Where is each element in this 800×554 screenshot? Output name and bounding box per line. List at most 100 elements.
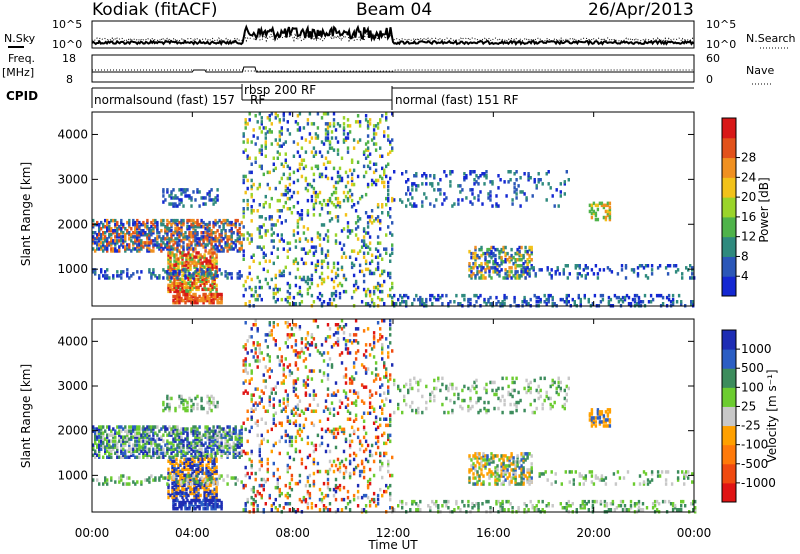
heatmap-cell [305,262,307,266]
heatmap-cell [192,474,194,478]
heatmap-cell [333,262,335,266]
heatmap-cell [475,379,477,383]
heatmap-cell [357,286,359,290]
heatmap-cell [176,480,178,484]
heatmap-cell [525,379,527,383]
heatmap-cell [259,203,261,207]
heatmap-cell [497,397,499,401]
heatmap-cell [574,300,576,304]
heatmap-cell [245,191,247,195]
heatmap-cell [387,189,389,193]
heatmap-cell [321,173,323,177]
heatmap-cell [166,270,168,274]
heatmap-cell [482,474,484,478]
heatmap-cell [259,183,261,187]
heatmap-cell [251,233,253,237]
heatmap-cell [551,482,553,486]
heatmap-cell [299,286,301,290]
heatmap-cell [136,431,138,435]
heatmap-cell [351,159,353,163]
heatmap-cell [536,407,538,411]
heatmap-cell [154,476,156,480]
heatmap-cell [389,276,391,280]
heatmap-cell [447,387,449,391]
heatmap-cell [530,391,532,395]
heatmap-cell [323,300,325,304]
heatmap-cell [327,130,329,134]
heatmap-cell [283,165,285,169]
heatmap-cell [333,286,335,290]
heatmap-cell [247,203,249,207]
heatmap-cell [357,114,359,118]
heatmap-cell [480,262,482,266]
heatmap-cell [327,136,329,140]
cpid-label: CPID [6,89,38,103]
heatmap-cell [313,122,315,126]
heatmap-cell [494,254,496,258]
heatmap-cell [677,476,679,480]
heatmap-cell [472,472,474,476]
heatmap-cell [509,170,511,174]
heatmap-cell [186,427,188,431]
heatmap-cell [261,286,263,290]
heatmap-cell [311,150,313,154]
heatmap-cell [267,183,269,187]
heatmap-cell [285,152,287,156]
cpid-overlap-text: RF [250,93,265,107]
heatmap-cell [538,500,540,504]
heatmap-cell [591,470,593,474]
heatmap-cell [329,197,331,201]
heatmap-cell [128,441,130,445]
heatmap-cell [156,433,158,437]
heatmap-cell [170,397,172,401]
heatmap-cell [333,118,335,122]
heatmap-cell [94,450,96,454]
heatmap-cell [247,122,249,126]
heatmap-cell [369,235,371,239]
heatmap-cell [568,294,570,298]
heatmap-cell [355,258,357,262]
heatmap-cell [309,132,311,136]
heatmap-cell [567,264,569,268]
heatmap-cell [625,264,627,268]
heatmap-cell [295,302,297,306]
heatmap-cell [560,381,562,385]
heatmap-cell [433,204,435,208]
heatmap-cell [307,118,309,122]
heatmap-cell [491,389,493,393]
heatmap-cell [301,136,303,140]
heatmap-cell [186,431,188,435]
heatmap-cell [363,256,365,260]
heatmap-cell [303,276,305,280]
heatmap-cell [335,294,337,298]
heatmap-cell [491,204,493,208]
heatmap-cell [483,182,485,186]
heatmap-cell [243,233,245,237]
heatmap-cell [433,379,435,383]
heatmap-cell [603,268,605,272]
heatmap-cell [215,259,217,263]
heatmap-cell [411,196,413,200]
heatmap-cell [609,206,611,210]
heatmap-cell [379,146,381,150]
heatmap-cell [307,122,309,126]
heatmap-cell [289,183,291,187]
heatmap-cell [391,221,393,225]
heatmap-cell [174,270,176,274]
heatmap-cell [331,270,333,274]
heatmap-cell [231,227,233,231]
heatmap-cell [484,256,486,260]
heatmap-cell [299,167,301,171]
heatmap-cell [327,239,329,243]
heatmap-cell [277,219,279,223]
heatmap-cell [417,407,419,411]
heatmap-cell [391,286,393,290]
heatmap-cell [628,296,630,300]
heatmap-cell [379,241,381,245]
heatmap-cell [568,387,570,391]
heatmap-cell [419,500,421,504]
heatmap-cell [289,132,291,136]
heatmap-cell [309,112,311,116]
heatmap-cell [285,219,287,223]
colorbar-swatch [722,256,736,276]
